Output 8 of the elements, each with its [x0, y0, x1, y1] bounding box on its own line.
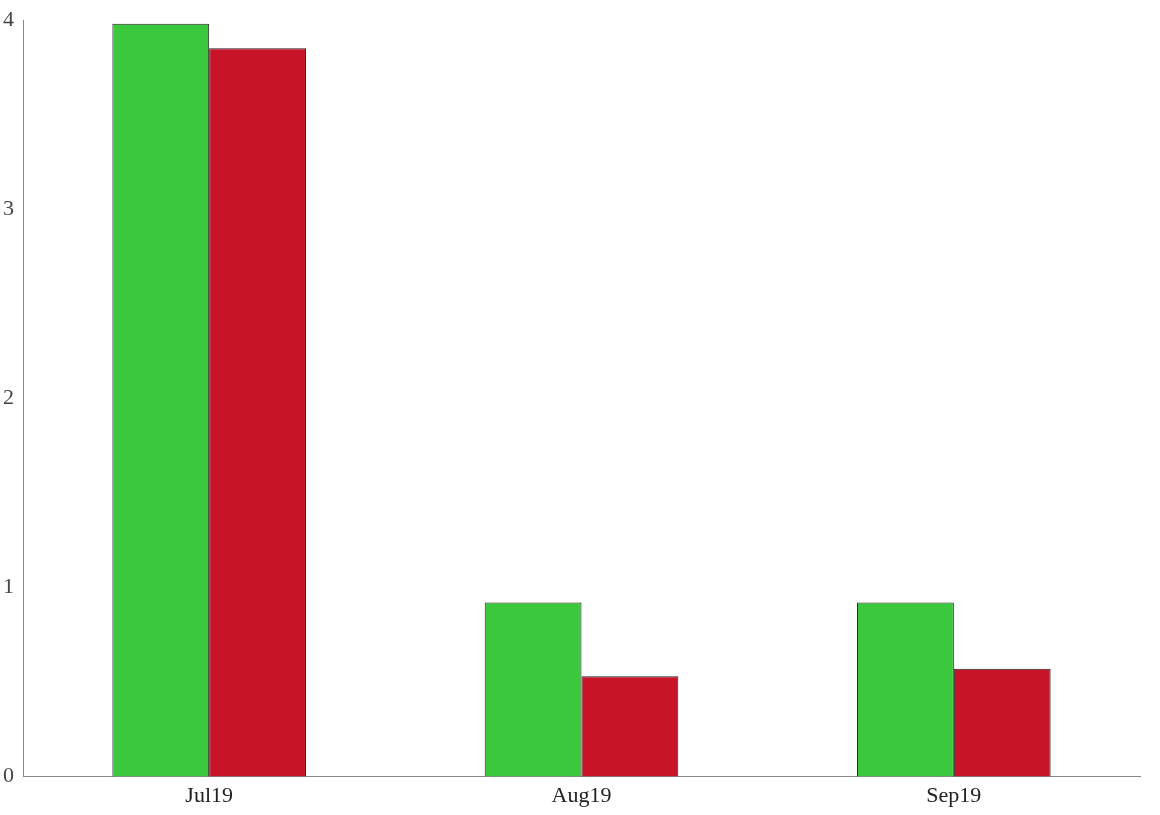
y-tick-label: 3 — [3, 194, 14, 220]
y-tick-label: 1 — [3, 573, 14, 599]
x-tick-label: Sep19 — [926, 781, 982, 807]
x-tick-label: Jul19 — [185, 781, 234, 807]
y-tick-label: 4 — [3, 5, 14, 31]
y-tick-label: 2 — [3, 384, 14, 410]
y-tick-label: 0 — [3, 762, 14, 788]
x-tick-label: Aug19 — [551, 781, 612, 807]
